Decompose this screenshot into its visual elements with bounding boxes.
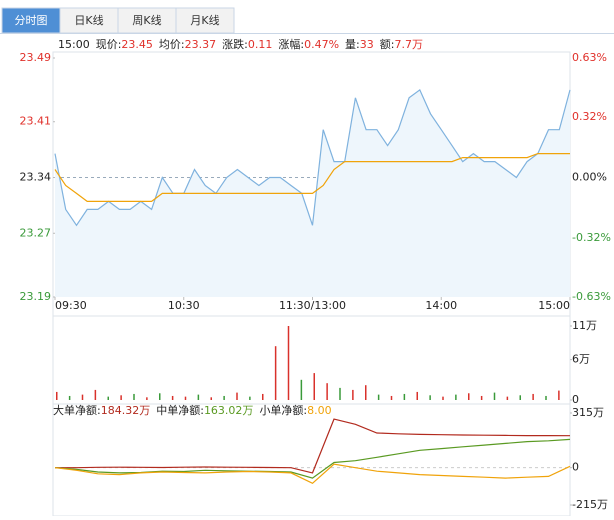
info-label: 涨幅: — [278, 38, 304, 51]
volume-bar — [416, 391, 418, 400]
legend-value: 163.02万 — [204, 404, 254, 417]
volume-bar — [429, 395, 431, 400]
info-value: 0.11 — [248, 38, 273, 51]
y2-tick-label: 0.00% — [572, 171, 607, 184]
y-tick-label: -215万 — [572, 498, 608, 511]
volume-bar — [262, 393, 264, 400]
volume-bar — [249, 396, 251, 400]
y-tick-label: 0 — [572, 461, 579, 474]
x-tick-label: 09:30 — [55, 299, 87, 312]
y-tick-label: 23.19 — [20, 290, 52, 303]
volume-bar — [197, 394, 200, 400]
volume-bar — [107, 396, 109, 400]
volume-bar — [287, 326, 290, 400]
volume-bar — [171, 395, 174, 400]
info-value: 7.7万 — [394, 38, 423, 51]
y-tick-label: 6万 — [572, 353, 590, 366]
legend-value: 8.00 — [307, 404, 332, 417]
y-tick-label: 315万 — [572, 406, 604, 419]
volume-bar — [519, 395, 521, 400]
volume-bar — [455, 394, 457, 400]
volume-bar — [68, 395, 71, 400]
x-tick-label: 15:00 — [538, 299, 570, 312]
volume-bar — [94, 389, 97, 400]
volume-bar — [146, 397, 148, 400]
volume-bar — [493, 392, 496, 400]
tab[interactable] — [117, 7, 177, 34]
info-value: 23.37 — [185, 38, 217, 51]
y2-tick-label: 0.63% — [572, 51, 607, 64]
info-label: 涨跌: — [222, 37, 248, 51]
legend-label: 中单净额: — [156, 403, 204, 417]
y2-tick-label: -0.63% — [572, 290, 611, 303]
y-tick-label: 23.34 — [20, 171, 52, 184]
series-line — [54, 463, 571, 485]
volume-bar — [545, 395, 547, 400]
tab-label[interactable]: 分时图 — [15, 14, 48, 27]
y-tick-label: 23.27 — [20, 226, 52, 239]
tab-label[interactable]: 日K线 — [74, 13, 103, 27]
volume-bar — [403, 393, 406, 400]
y-tick-label: 0 — [572, 393, 579, 406]
info-label: 15:00 — [58, 38, 90, 51]
tab[interactable] — [1, 7, 61, 34]
volume-bar — [313, 373, 315, 400]
volume-bar — [442, 396, 444, 400]
y-tick-label: 23.49 — [20, 51, 52, 64]
volume-bar — [377, 394, 380, 400]
series-line — [55, 418, 571, 474]
volume-bar — [532, 393, 534, 400]
y-tick-label: 23.41 — [20, 115, 52, 128]
volume-bar — [365, 385, 367, 400]
tab[interactable] — [175, 7, 235, 34]
volume-bar — [133, 393, 135, 400]
y2-tick-label: -0.32% — [572, 231, 611, 244]
volume-bar — [274, 346, 277, 400]
volume-bar — [120, 395, 122, 400]
volume-bar — [236, 392, 238, 400]
volume-bar — [339, 387, 341, 400]
volume-bar — [210, 397, 212, 400]
series-line — [54, 153, 570, 202]
legend-label: 大单净额: — [53, 403, 101, 417]
y2-tick-label: 0.32% — [572, 110, 607, 123]
volume-bar — [223, 395, 225, 400]
y-tick-label: 11万 — [572, 319, 597, 332]
volume-bar — [81, 394, 84, 400]
volume-bar — [480, 395, 483, 400]
tab-label[interactable]: 周K线 — [132, 13, 161, 27]
legend-value: 184.32万 — [101, 404, 151, 417]
info-label: 量: — [345, 38, 360, 51]
volume-bar — [558, 390, 560, 400]
volume-bar — [352, 389, 354, 400]
info-label: 额: — [380, 38, 395, 51]
volume-bar — [56, 391, 58, 400]
volume-bar — [184, 396, 187, 400]
volume-bar — [506, 396, 509, 400]
volume-bar — [300, 379, 303, 400]
legend-label: 小单净额: — [259, 403, 307, 417]
tab[interactable] — [59, 7, 119, 34]
x-tick-label: 10:30 — [168, 299, 200, 312]
info-value: 23.45 — [121, 38, 153, 51]
info-value: 33 — [360, 38, 374, 51]
volume-bar — [326, 383, 328, 400]
info-value: 0.47% — [304, 38, 339, 51]
info-label: 均价: — [159, 38, 185, 51]
x-tick-label: 14:00 — [425, 299, 457, 312]
info-label: 现价: — [96, 38, 122, 51]
volume-bar — [390, 395, 393, 400]
area — [55, 89, 570, 298]
x-tick-label: 11:30/13:00 — [279, 299, 346, 312]
tab-label[interactable]: 月K线 — [190, 13, 219, 27]
volume-bar — [468, 393, 470, 400]
volume-bar — [159, 393, 161, 400]
